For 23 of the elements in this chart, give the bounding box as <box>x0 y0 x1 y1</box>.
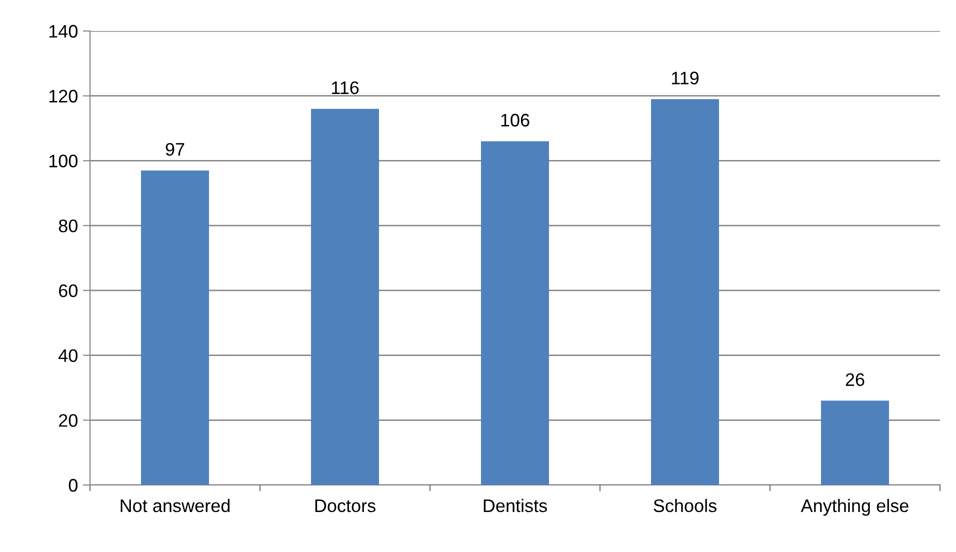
y-tick-label: 120 <box>49 90 78 103</box>
x-tick-label: Doctors <box>315 500 376 512</box>
y-tick-label: 60 <box>59 284 78 298</box>
data-label: 119 <box>672 72 699 84</box>
y-tick-label: 0 <box>68 478 78 492</box>
data-label: 26 <box>846 373 864 386</box>
x-tick-label: Not answered <box>120 498 230 512</box>
x-tick-label: Dentists <box>484 498 547 512</box>
x-tick-label: Schools <box>654 498 716 512</box>
data-label: 97 <box>166 142 184 156</box>
y-tick-label: 40 <box>58 349 78 362</box>
data-label: 116 <box>332 81 359 94</box>
bar <box>141 170 209 485</box>
bar <box>821 400 889 485</box>
y-tick-label: 140 <box>49 24 78 38</box>
bar <box>651 99 719 485</box>
y-tick-label: 100 <box>49 154 78 168</box>
y-tick-label: 20 <box>59 414 78 427</box>
x-tick-label: Anything else <box>800 498 908 516</box>
y-tick-label: 80 <box>58 220 78 232</box>
data-label: 106 <box>501 114 530 127</box>
bar <box>311 108 379 485</box>
bar <box>481 141 549 485</box>
